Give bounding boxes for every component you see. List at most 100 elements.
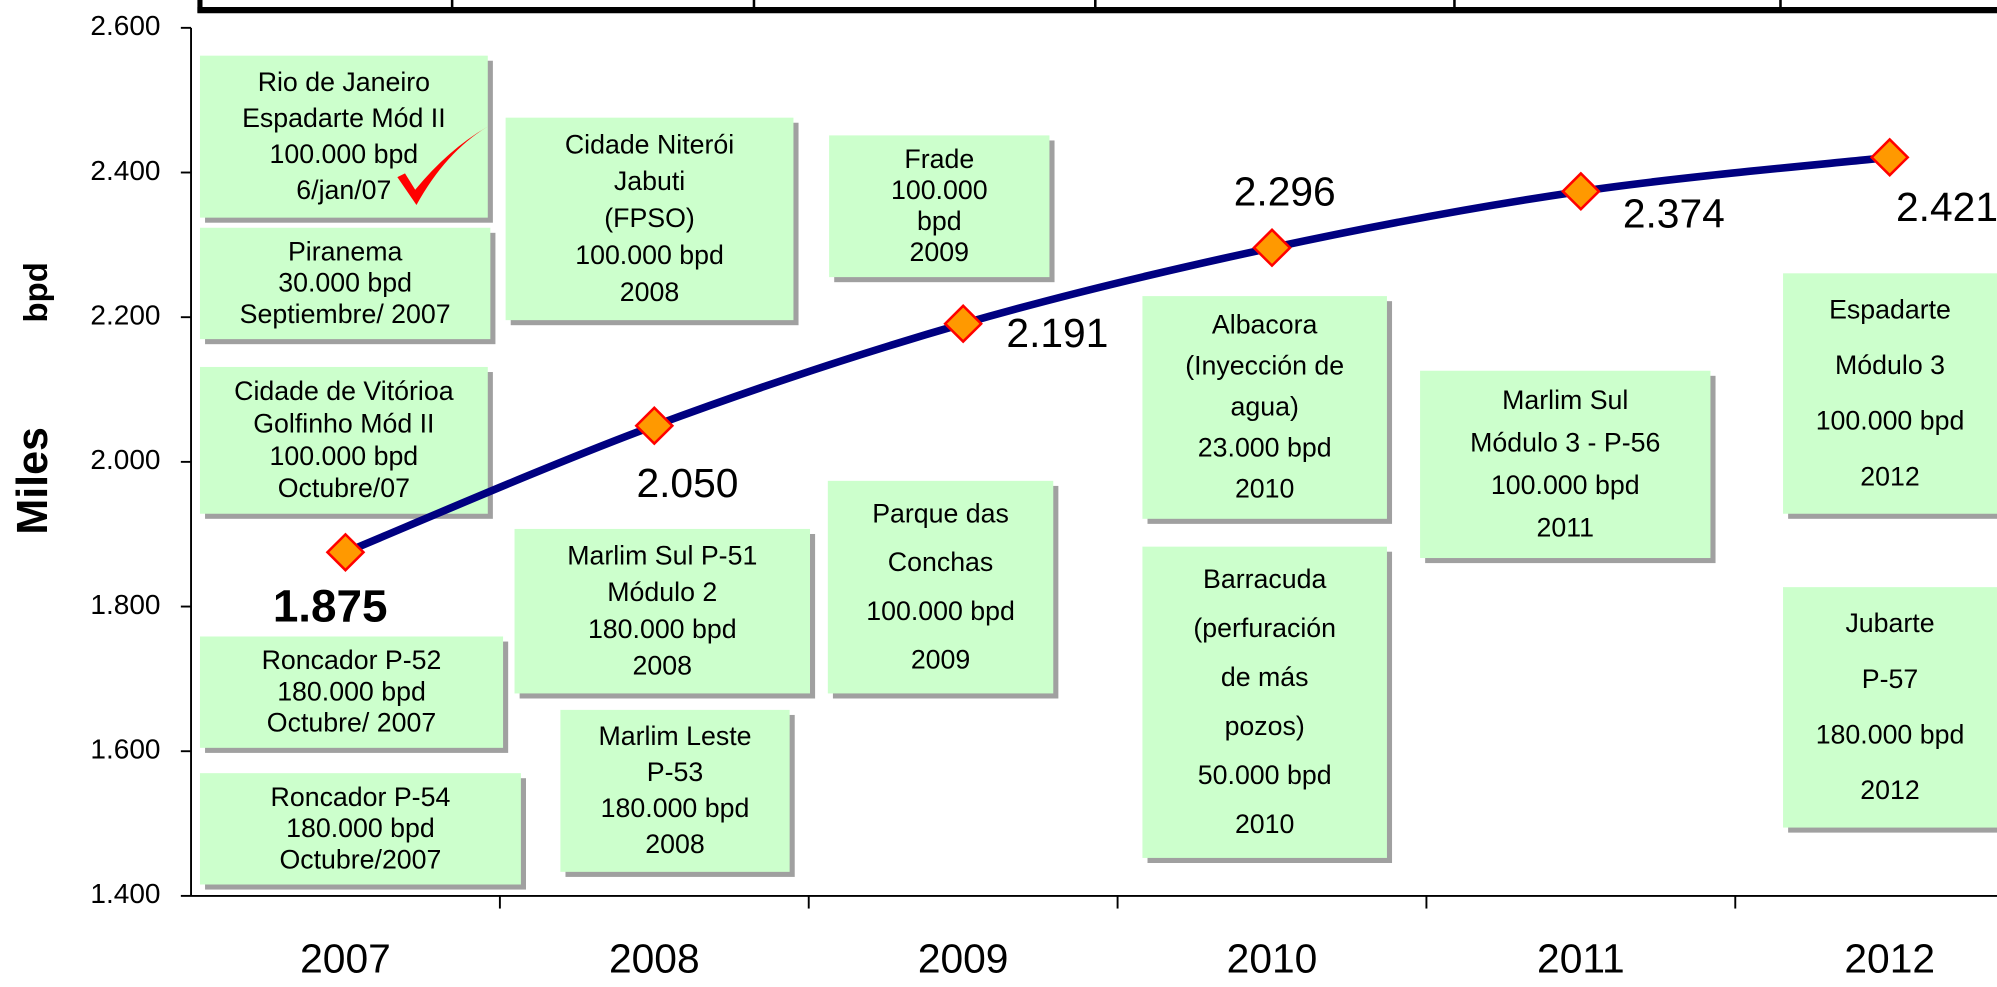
annotation-text: 180.000 bpd [588, 614, 737, 644]
marker [943, 304, 983, 344]
top-table-edge [197, 0, 1997, 14]
annotation-text: Jubarte [1845, 608, 1934, 638]
x-tick-label: 2010 [1227, 936, 1318, 982]
marker [325, 532, 366, 572]
annotation-text: bpd [917, 206, 962, 236]
annotation-box [1420, 370, 1711, 559]
annotation-box [1142, 546, 1387, 858]
marker [634, 406, 675, 446]
annotation-text: 100.000 [891, 175, 988, 205]
y-tick-label: 2.400 [90, 155, 160, 186]
y-axis-label: Miles [9, 427, 57, 535]
value-label: 1.875 [273, 580, 388, 631]
annotation-text: 180.000 bpd [1816, 720, 1965, 750]
value-label: 2.374 [1623, 190, 1725, 236]
annotation-text: Barracuda [1203, 564, 1326, 594]
annotation-text: pozos) [1225, 711, 1305, 741]
value-label: 2.050 [636, 460, 738, 506]
y-tick-label: 2.600 [90, 10, 160, 41]
annotation-text: Octubre/2007 [279, 844, 441, 874]
annotation-text: 2008 [620, 277, 679, 307]
annotation-text: Frade [904, 144, 974, 174]
annotation-text: (perfuración [1193, 613, 1336, 643]
annotation-text: 100.000 bpd [270, 139, 419, 169]
x-tick-label: 2009 [918, 936, 1009, 982]
annotation-box [829, 135, 1050, 278]
y-tick-label: 1.400 [90, 878, 160, 909]
y-tick-label: 2.200 [90, 300, 160, 331]
annotation-text: Jabuti [614, 166, 685, 196]
marker [1869, 137, 1910, 178]
checkmark [397, 126, 488, 205]
annotation-text: 2008 [633, 651, 692, 681]
annotation-text: 2012 [1860, 461, 1919, 491]
series-line [344, 153, 1891, 556]
annotation-text: 100.000 bpd [866, 596, 1015, 626]
x-tick-label: 2011 [1537, 936, 1625, 982]
annotation-text: 100.000 bpd [1816, 406, 1965, 436]
annotation-text: Roncador P-54 [271, 782, 451, 812]
annotation-text: Parque das [872, 498, 1009, 528]
annotation-text: Cidade Niterói [565, 129, 734, 159]
annotation-text: Golfinho Mód II [253, 409, 434, 439]
annotation-box [1142, 296, 1387, 519]
annotation-text: Módulo 3 - P-56 [1470, 428, 1660, 458]
annotation-text: agua) [1231, 392, 1299, 422]
annotation-text: 30.000 bpd [278, 268, 412, 298]
annotation-text: (FPSO) [604, 203, 695, 233]
annotation-text: 180.000 bpd [277, 677, 426, 707]
plot-layer: 1.400 1.600 1.800 2.000 2.200 2.400 2.600 Miles… [9, 10, 1997, 981]
annotation-text: Rio de Janeiro [258, 67, 430, 97]
x-tick-label: 2012 [1844, 936, 1935, 982]
annotation-box [505, 117, 794, 321]
annotation-text: 23.000 bpd [1198, 433, 1332, 463]
annotation-text: P-53 [647, 757, 703, 787]
value-label: 2.191 [1006, 310, 1108, 356]
annotation-text: Octubre/ 2007 [267, 708, 436, 738]
annotation-box [199, 636, 504, 748]
annotation-text: 100.000 bpd [270, 441, 419, 471]
annotation-text: Marlim Sul P-51 [567, 541, 757, 571]
annotation-text: 2009 [910, 237, 969, 267]
annotation-text: Conchas [888, 547, 993, 577]
annotation-text: Piranema [288, 237, 403, 267]
annotation-text: Módulo 3 [1835, 350, 1945, 380]
value-label: 2.296 [1234, 168, 1336, 214]
annotation-text: 2010 [1235, 474, 1294, 504]
y-axis-label: bpd [17, 262, 54, 322]
annotation-box [199, 773, 521, 885]
annotation-text: Módulo 2 [607, 577, 717, 607]
annotation-text: Espadarte [1829, 294, 1951, 324]
y-tick-label: 2.000 [90, 444, 160, 475]
annotation-text: 100.000 bpd [1491, 470, 1640, 500]
annotation-text: Octubre/07 [278, 473, 410, 503]
annotation-box [199, 55, 488, 218]
annotation-text: 2008 [645, 829, 704, 859]
annotation-text: 2012 [1860, 775, 1919, 805]
y-tick-label: 1.600 [90, 734, 160, 765]
annotation-box [199, 366, 488, 514]
annotation-text: 180.000 bpd [601, 793, 750, 823]
marker [1252, 228, 1292, 268]
annotation-text: 100.000 bpd [575, 240, 724, 270]
annotation-text: Marlim Sul [1502, 385, 1628, 415]
annotation-text: de más [1221, 662, 1309, 692]
annotation-text: 2009 [911, 645, 970, 675]
x-tick-label: 2008 [609, 936, 700, 982]
annotation-box [1783, 587, 1997, 828]
annotation-text: Espadarte Mód II [242, 103, 446, 133]
annotation-text: (Inyección de [1185, 351, 1344, 381]
annotation-text: Roncador P-52 [262, 645, 442, 675]
annotation-text: 2011 [1537, 512, 1594, 542]
annotation-text: Septiembre/ 2007 [240, 299, 451, 329]
annotation-layer: Rio de Janeiro Espadarte Mód II 100.000 bp… [199, 55, 1997, 890]
value-label: 2.421 [1896, 184, 1997, 230]
annotation-text: Cidade de Vitórioa [234, 376, 454, 406]
annotation-box [560, 709, 790, 872]
annotation-text: 6/jan/07 [296, 175, 391, 205]
annotation-text: 180.000 bpd [286, 813, 435, 843]
annotation-box [514, 528, 811, 694]
annotation-text: Albacora [1212, 310, 1318, 340]
